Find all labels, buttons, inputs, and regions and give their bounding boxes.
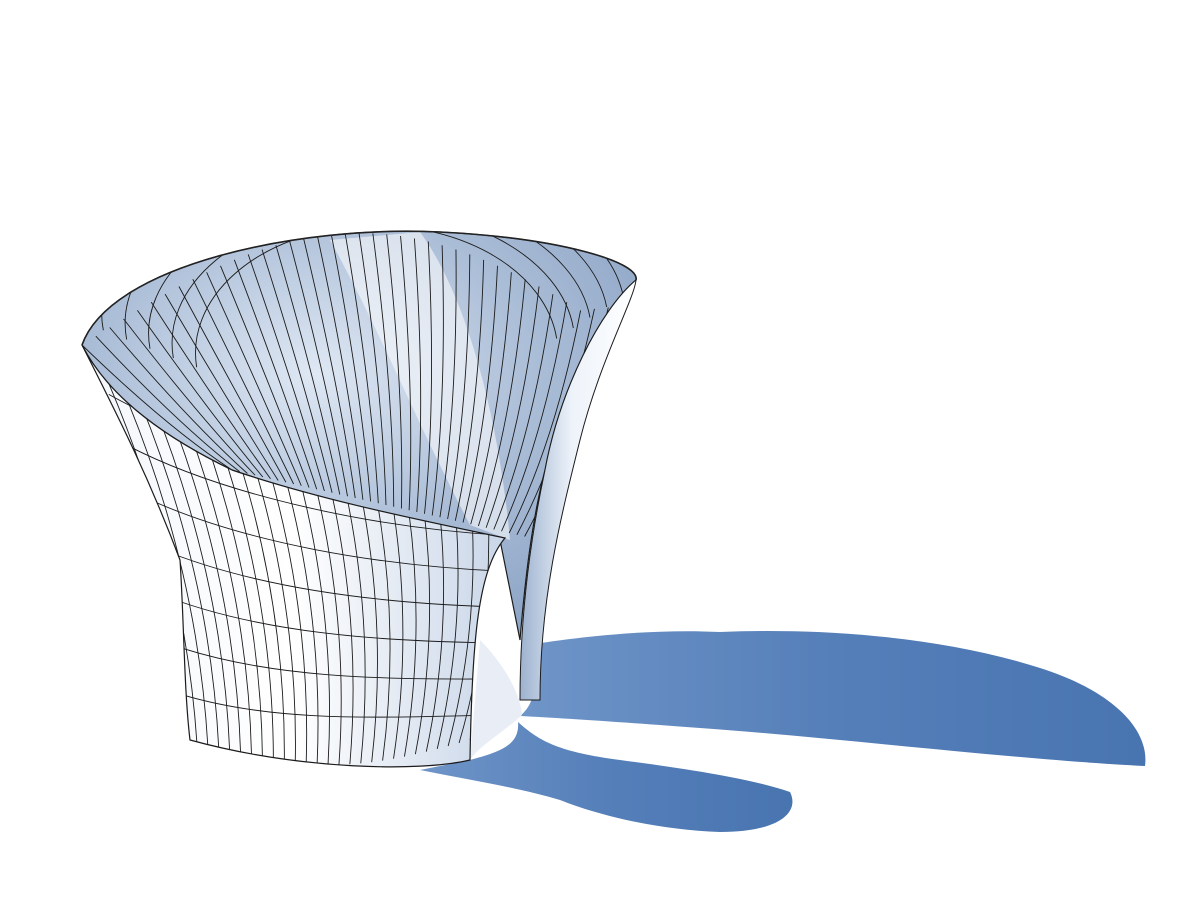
- mesh-line: [289, 241, 348, 497]
- mesh-line: [293, 455, 330, 766]
- mesh-line: [233, 259, 318, 490]
- mesh-line: [493, 294, 554, 530]
- mesh-line: [309, 462, 342, 765]
- mesh-line: [431, 245, 444, 516]
- mesh-line: [275, 245, 341, 495]
- mesh-line: [220, 265, 310, 488]
- opening-floor: [470, 640, 522, 760]
- mesh-line: [130, 379, 220, 749]
- mesh-line: [82, 344, 233, 471]
- mesh-line: [276, 448, 319, 765]
- mesh-line: [123, 443, 505, 537]
- mesh-line: [414, 507, 431, 755]
- mesh-line: [195, 231, 558, 368]
- mesh-line: [145, 542, 505, 608]
- mesh-line: [386, 234, 403, 509]
- mesh-line: [372, 233, 395, 507]
- mesh-line: [501, 302, 568, 532]
- mesh-line: [390, 495, 404, 759]
- mesh-line: [261, 249, 333, 493]
- mesh-line: [400, 236, 412, 511]
- mesh-line: [135, 492, 505, 573]
- mesh-line: [470, 272, 512, 525]
- cast-shadow: [420, 631, 1146, 832]
- mesh-line: [447, 254, 471, 520]
- mesh-line: [123, 318, 256, 476]
- shell-back-column: [519, 278, 637, 701]
- mesh-line: [162, 396, 242, 755]
- mesh-line: [164, 293, 279, 481]
- mesh-line: [436, 519, 459, 749]
- mesh-line: [247, 254, 325, 492]
- mesh-line: [260, 441, 308, 765]
- mesh-line: [358, 232, 387, 506]
- mesh-line: [325, 469, 354, 765]
- mesh-line: [150, 301, 271, 480]
- mesh-line: [358, 482, 378, 763]
- mesh-line: [161, 640, 505, 680]
- mesh-line: [303, 238, 356, 499]
- mesh-line: [424, 241, 433, 514]
- mesh-line: [454, 259, 485, 521]
- mesh-line: [169, 690, 505, 718]
- mesh-line: [137, 310, 264, 478]
- mesh-line: [439, 249, 457, 518]
- shell-rim: [81, 230, 637, 346]
- mesh-line: [146, 388, 231, 752]
- mesh-line: [154, 591, 505, 644]
- mesh-line: [192, 278, 295, 485]
- mesh-line: [374, 488, 391, 761]
- mesh-line: [404, 501, 417, 757]
- mesh-line: [95, 335, 240, 473]
- mesh-line: [508, 310, 582, 534]
- mesh-line: [171, 231, 574, 359]
- mesh-line: [317, 236, 364, 500]
- mesh-line: [344, 233, 379, 504]
- mesh-line: [148, 231, 591, 349]
- shell-outer-surface: [81, 344, 507, 768]
- mesh-line: [178, 286, 287, 483]
- mesh-line: [341, 475, 366, 764]
- mesh-line: [206, 272, 302, 486]
- mesh-line: [330, 234, 372, 502]
- mesh-line: [485, 286, 540, 528]
- mesh-line: [425, 513, 445, 752]
- mesh-line: [109, 327, 248, 474]
- mesh-line: [477, 279, 526, 527]
- mesh-line: [447, 526, 474, 747]
- mesh-line: [462, 265, 498, 523]
- mesh-line: [413, 238, 422, 513]
